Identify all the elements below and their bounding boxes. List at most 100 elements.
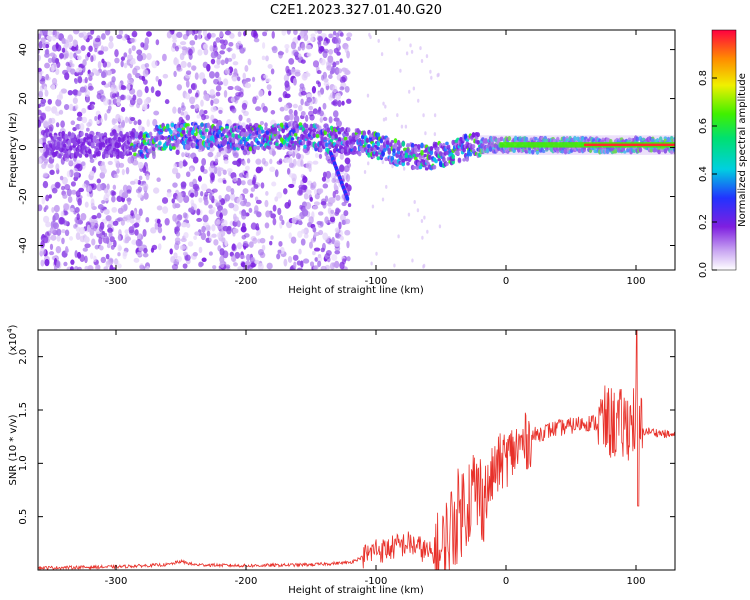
spectral-cell [122, 184, 128, 193]
spectral-cell [89, 252, 94, 260]
spectral-cell [84, 76, 88, 84]
spectral-cell [101, 58, 105, 64]
spectral-cell [339, 261, 345, 270]
spectral-cell [78, 32, 84, 38]
spectral-cell [77, 76, 83, 84]
spectral-cell [44, 258, 50, 267]
spectral-cell [384, 104, 387, 109]
spectral-cell [297, 53, 302, 58]
spectral-cell [209, 89, 215, 96]
spectral-cell [201, 225, 206, 233]
spectral-cell [209, 45, 214, 52]
spectral-cell [120, 121, 125, 129]
spectral-cell [303, 72, 308, 81]
spectral-cell [51, 34, 57, 42]
spectral-cell [267, 145, 271, 150]
spectral-cell [212, 265, 217, 270]
spectral-cell [390, 155, 395, 162]
spectral-cell [78, 227, 86, 235]
spectral-cell [146, 52, 152, 61]
spectral-cell [176, 31, 183, 38]
spectral-cell [381, 197, 385, 202]
spectral-cell [400, 124, 404, 129]
spectral-cell [176, 220, 181, 228]
spectral-cell [251, 76, 256, 82]
spectral-cell [451, 153, 456, 160]
spectral-cell [100, 33, 106, 40]
spectral-cell [84, 201, 89, 208]
spectral-cell [340, 148, 345, 154]
spectral-cell [116, 34, 123, 40]
spectral-cell [265, 190, 269, 196]
spectral-cell [438, 224, 442, 229]
spectral-cell [206, 32, 212, 40]
spectral-cell [335, 120, 342, 128]
spectral-cell [236, 159, 242, 167]
spectral-cell [42, 42, 47, 49]
spectral-cell [476, 132, 480, 138]
spectral-cell [69, 236, 74, 241]
spectral-cell [88, 104, 95, 110]
spectral-cell [422, 113, 425, 118]
spectral-cell [344, 46, 349, 54]
spectral-cell [215, 85, 222, 92]
spectral-cell [250, 256, 256, 262]
spectral-cell [330, 67, 336, 74]
spectral-cell [297, 189, 304, 196]
spectral-cell [75, 190, 81, 198]
spectral-cell [256, 145, 261, 151]
spectral-cell [90, 30, 95, 35]
spectral-cell [210, 172, 215, 181]
spectral-cell [88, 45, 93, 53]
spectral-cell [106, 259, 111, 265]
spectral-cell [310, 238, 316, 243]
spectral-cell [174, 226, 180, 233]
spectral-cell [396, 150, 401, 155]
spectral-cell [94, 47, 98, 53]
spectral-cell [471, 144, 476, 149]
spectral-cell [82, 247, 88, 252]
spectral-cell [50, 117, 56, 124]
spectral-cell [312, 60, 320, 68]
spectral-cell [295, 127, 300, 134]
spectral-cell [329, 197, 336, 204]
spectral-cell [408, 89, 411, 94]
spectral-cell [232, 228, 239, 234]
spectral-cell [89, 158, 95, 164]
spectral-cell [84, 153, 89, 158]
spectral-cell [286, 30, 291, 35]
spectral-cell [277, 249, 282, 254]
spectral-cell [118, 30, 124, 36]
spectral-cell [219, 50, 226, 55]
spectral-cell [319, 221, 324, 227]
spectral-cell [63, 203, 70, 211]
spectral-cell [181, 152, 185, 158]
spectral-cell [68, 52, 74, 60]
spectral-cell [429, 69, 432, 74]
spectral-cell [387, 147, 392, 152]
spectral-cell [271, 45, 278, 54]
spectral-cell [182, 251, 188, 256]
x-tick-label: -200 [235, 576, 258, 587]
spectral-cell [94, 135, 98, 139]
spectral-cell [258, 89, 264, 97]
spectral-cell [303, 233, 309, 239]
spectral-cell [203, 199, 209, 206]
spectral-cell [41, 196, 46, 205]
spectral-cell [235, 92, 241, 97]
spectral-cell [192, 142, 197, 148]
spectral-cell [50, 234, 57, 241]
spectral-cell [229, 105, 236, 110]
spectral-cell [98, 225, 104, 232]
spectral-cell [58, 34, 64, 39]
spectral-cell [343, 210, 349, 217]
spectral-cell [97, 150, 101, 157]
spectral-cell [306, 97, 313, 103]
spectral-cell [208, 204, 213, 209]
spectral-cell [175, 230, 181, 237]
spectral-cell [84, 265, 89, 270]
spectral-cell [215, 124, 220, 129]
spectral-cell [200, 122, 204, 127]
spectral-cell [103, 208, 110, 215]
spectral-cell [61, 229, 66, 234]
